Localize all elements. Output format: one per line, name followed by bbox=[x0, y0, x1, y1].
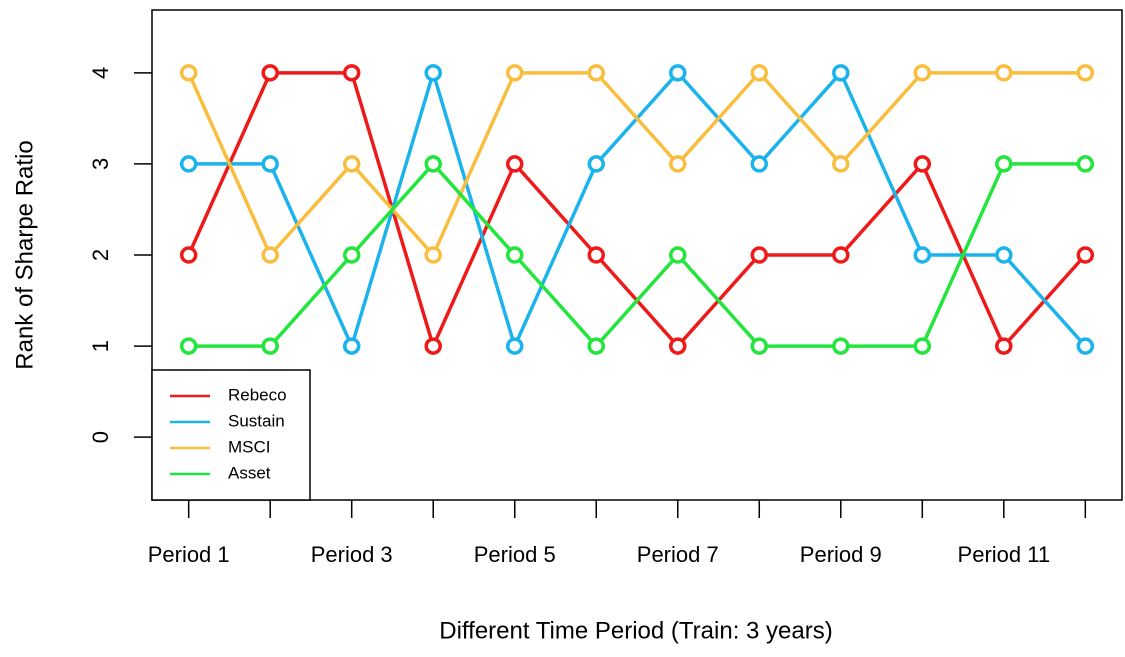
point bbox=[669, 64, 687, 82]
point bbox=[669, 337, 687, 355]
point bbox=[1076, 155, 1095, 173]
x-axis-label: Different Time Period (Train: 3 years) bbox=[439, 617, 832, 644]
y-tick-label: 3 bbox=[88, 158, 113, 170]
point bbox=[505, 155, 524, 173]
point bbox=[1076, 64, 1095, 82]
point bbox=[505, 246, 524, 264]
y-tick-label: 2 bbox=[88, 249, 113, 261]
point bbox=[261, 155, 279, 173]
legend-label: Sustain bbox=[228, 411, 285, 430]
x-tick-label: Period 5 bbox=[474, 542, 556, 567]
point bbox=[505, 64, 524, 82]
point bbox=[832, 64, 850, 82]
point bbox=[342, 64, 361, 82]
legend-label: Asset bbox=[228, 463, 271, 482]
point bbox=[179, 155, 198, 173]
point bbox=[832, 337, 850, 355]
point bbox=[995, 246, 1013, 264]
point bbox=[913, 155, 932, 173]
x-tick-label: Period 1 bbox=[148, 542, 230, 567]
series-line bbox=[188, 66, 1087, 352]
y-tick-label: 0 bbox=[88, 431, 113, 443]
y-axis-label: Rank of Sharpe Ratio bbox=[11, 140, 38, 369]
point bbox=[669, 246, 687, 264]
point bbox=[342, 246, 361, 264]
series-line bbox=[187, 71, 1087, 352]
point bbox=[261, 64, 279, 82]
point bbox=[261, 246, 279, 264]
point bbox=[261, 337, 279, 355]
point bbox=[342, 155, 361, 173]
point bbox=[1076, 337, 1095, 355]
point bbox=[913, 246, 932, 264]
point bbox=[669, 155, 687, 173]
point bbox=[179, 337, 198, 355]
legend-box bbox=[151, 369, 311, 501]
point bbox=[995, 337, 1013, 355]
point bbox=[832, 155, 850, 173]
y-tick-label: 4 bbox=[88, 67, 113, 79]
point bbox=[832, 246, 850, 264]
x-tick-label: Period 7 bbox=[637, 542, 719, 567]
point bbox=[424, 337, 442, 355]
point bbox=[424, 64, 442, 82]
point bbox=[179, 64, 198, 82]
point bbox=[1076, 246, 1095, 264]
point bbox=[995, 155, 1013, 173]
legend: Rebeco Sustain MSCI Asset bbox=[151, 369, 311, 501]
point bbox=[587, 337, 605, 355]
series-line bbox=[188, 161, 1086, 349]
point bbox=[750, 337, 769, 355]
x-tick-label: Period 11 bbox=[958, 542, 1051, 567]
point bbox=[179, 246, 198, 264]
legend-label: MSCI bbox=[228, 437, 271, 456]
point bbox=[750, 246, 769, 264]
point bbox=[505, 337, 524, 355]
point bbox=[995, 64, 1013, 82]
point bbox=[424, 246, 442, 264]
legend-label: Rebeco bbox=[228, 385, 287, 404]
point bbox=[587, 64, 605, 82]
point bbox=[913, 337, 932, 355]
point bbox=[913, 64, 932, 82]
point bbox=[750, 64, 769, 82]
point bbox=[750, 155, 769, 173]
point bbox=[342, 337, 361, 355]
point bbox=[587, 155, 605, 173]
x-tick-label: Period 9 bbox=[800, 542, 882, 567]
y-tick-label: 1 bbox=[88, 340, 113, 352]
point bbox=[587, 246, 605, 264]
x-tick-label: Period 3 bbox=[311, 542, 393, 567]
series-line bbox=[187, 70, 1086, 259]
point bbox=[424, 155, 442, 173]
